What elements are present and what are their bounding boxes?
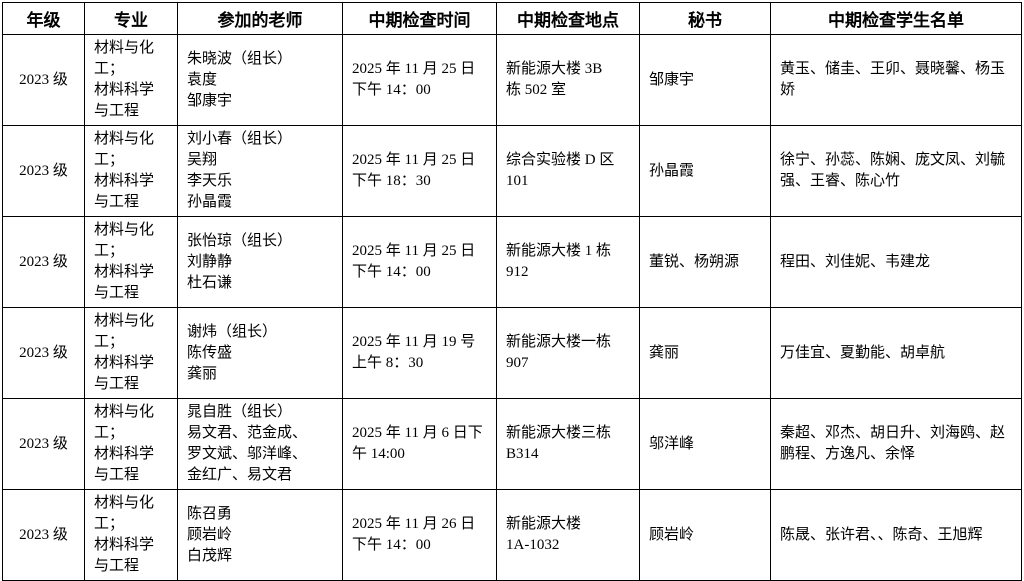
- cell-check-location: 新能源大楼三栋 B314: [496, 398, 640, 490]
- cell-major: 材料与化 工； 材料科学 与工程: [84, 34, 178, 126]
- cell-secretary: 董锐、杨朔源: [639, 216, 771, 308]
- cell-student-list: 万佳宜、夏勤能、胡卓航: [770, 307, 1022, 399]
- cell-check-time: 2025 年 11 月 25 日 下午 14：00: [342, 34, 497, 126]
- cell-secretary: 孙晶霞: [639, 125, 771, 217]
- cell-teachers: 晁自胜（组长） 易文君、范金成、 罗文斌、邬洋峰、 金红广、易文君: [177, 398, 343, 490]
- cell-secretary: 邹康宇: [639, 34, 771, 126]
- cell-teachers: 陈召勇 顾岩岭 白茂辉: [177, 489, 343, 581]
- cell-teachers: 谢炜（组长） 陈传盛 龚丽: [177, 307, 343, 399]
- table-row: 2023 级 材料与化 工； 材料科学 与工程 张怡琼（组长） 刘静静 杜石谦 …: [2, 216, 1022, 308]
- header-student-list: 中期检查学生名单: [770, 2, 1022, 35]
- cell-check-time: 2025 年 11 月 6 日下 午 14:00: [342, 398, 497, 490]
- cell-grade: 2023 级: [2, 307, 85, 399]
- cell-teachers: 张怡琼（组长） 刘静静 杜石谦: [177, 216, 343, 308]
- cell-check-time: 2025 年 11 月 25 日 下午 18：30: [342, 125, 497, 217]
- table-row: 2023 级 材料与化 工； 材料科学 与工程 晁自胜（组长） 易文君、范金成、…: [2, 398, 1022, 490]
- cell-check-location: 新能源大楼 1 栋 912: [496, 216, 640, 308]
- cell-secretary: 龚丽: [639, 307, 771, 399]
- header-major: 专业: [84, 2, 178, 35]
- cell-grade: 2023 级: [2, 125, 85, 217]
- cell-check-time: 2025 年 11 月 26 日 下午 14：00: [342, 489, 497, 581]
- cell-check-time: 2025 年 11 月 25 日 下午 14：00: [342, 216, 497, 308]
- cell-grade: 2023 级: [2, 34, 85, 126]
- cell-student-list: 秦超、邓杰、胡日升、刘海鸥、赵鹏程、方逸凡、余怿: [770, 398, 1022, 490]
- table-row: 2023 级 材料与化 工； 材料科学 与工程 朱晓波（组长） 袁度 邹康宇 2…: [2, 34, 1022, 126]
- cell-check-location: 新能源大楼一栋 907: [496, 307, 640, 399]
- cell-check-time: 2025 年 11 月 19 号 上午 8：30: [342, 307, 497, 399]
- cell-secretary: 邬洋峰: [639, 398, 771, 490]
- cell-teachers: 朱晓波（组长） 袁度 邹康宇: [177, 34, 343, 126]
- cell-check-location: 综合实验楼 D 区 101: [496, 125, 640, 217]
- cell-student-list: 陈晟、张许君、、陈奇、王旭辉: [770, 489, 1022, 581]
- header-teachers: 参加的老师: [177, 2, 343, 35]
- cell-grade: 2023 级: [2, 216, 85, 308]
- cell-major: 材料与化 工； 材料科学 与工程: [84, 307, 178, 399]
- cell-check-location: 新能源大楼 1A-1032: [496, 489, 640, 581]
- cell-grade: 2023 级: [2, 398, 85, 490]
- cell-major: 材料与化 工； 材料科学 与工程: [84, 216, 178, 308]
- header-check-location: 中期检查地点: [496, 2, 640, 35]
- header-grade: 年级: [2, 2, 85, 35]
- table-row: 2023 级 材料与化 工； 材料科学 与工程 谢炜（组长） 陈传盛 龚丽 20…: [2, 307, 1022, 399]
- cell-check-location: 新能源大楼 3B 栋 502 室: [496, 34, 640, 126]
- cell-student-list: 徐宁、孙蕊、陈娴、庞文凤、刘毓强、王睿、陈心竹: [770, 125, 1022, 217]
- header-check-time: 中期检查时间: [342, 2, 497, 35]
- cell-teachers: 刘小春（组长） 吴翔 李天乐 孙晶霞: [177, 125, 343, 217]
- table-header-row: 年级 专业 参加的老师 中期检查时间 中期检查地点 秘书 中期检查学生名单: [2, 2, 1022, 35]
- cell-major: 材料与化 工； 材料科学 与工程: [84, 125, 178, 217]
- cell-major: 材料与化 工； 材料科学 与工程: [84, 489, 178, 581]
- cell-major: 材料与化 工； 材料科学 与工程: [84, 398, 178, 490]
- cell-grade: 2023 级: [2, 489, 85, 581]
- cell-student-list: 黄玉、储圭、王卯、聂晓馨、杨玉娇: [770, 34, 1022, 126]
- cell-secretary: 顾岩岭: [639, 489, 771, 581]
- header-secretary: 秘书: [639, 2, 771, 35]
- table-row: 2023 级 材料与化 工； 材料科学 与工程 刘小春（组长） 吴翔 李天乐 孙…: [2, 125, 1022, 217]
- cell-student-list: 程田、刘佳妮、韦建龙: [770, 216, 1022, 308]
- table-row: 2023 级 材料与化 工； 材料科学 与工程 陈召勇 顾岩岭 白茂辉 2025…: [2, 489, 1022, 581]
